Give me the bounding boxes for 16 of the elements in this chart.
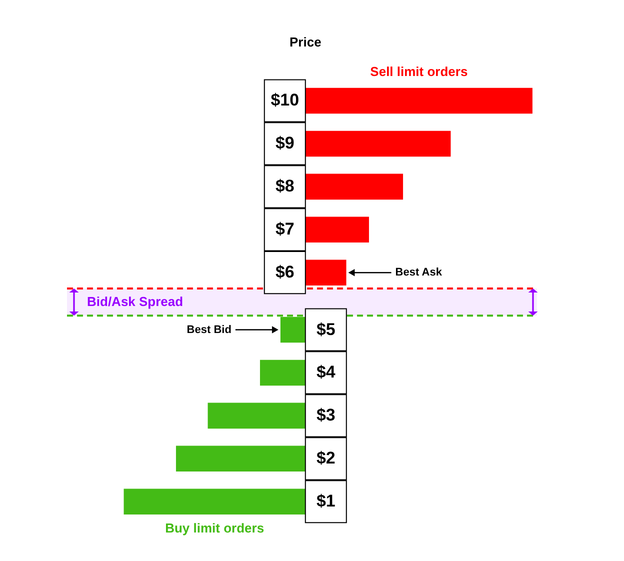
y-tick-label: $1 bbox=[316, 492, 336, 511]
y-tick-label: $5 bbox=[316, 320, 336, 339]
y-tick-label: $8 bbox=[275, 176, 294, 196]
series-label: Sell limit orders bbox=[370, 64, 468, 79]
band-label: Bid/Ask Spread bbox=[87, 294, 184, 310]
chart-title: Price bbox=[290, 34, 322, 50]
y-tick-label: $10 bbox=[270, 90, 300, 110]
annotation: Best Bid bbox=[186, 324, 232, 336]
y-tick-label: $3 bbox=[316, 406, 336, 425]
y-tick-label: $7 bbox=[275, 220, 294, 239]
y-tick-label: $9 bbox=[275, 134, 294, 153]
y-tick-label: $4 bbox=[316, 362, 336, 382]
series-label: Buy limit orders bbox=[165, 520, 264, 536]
y-tick-label: $2 bbox=[316, 448, 336, 468]
y-tick-label: $6 bbox=[275, 262, 294, 282]
annotation: Best Ask bbox=[395, 266, 443, 279]
